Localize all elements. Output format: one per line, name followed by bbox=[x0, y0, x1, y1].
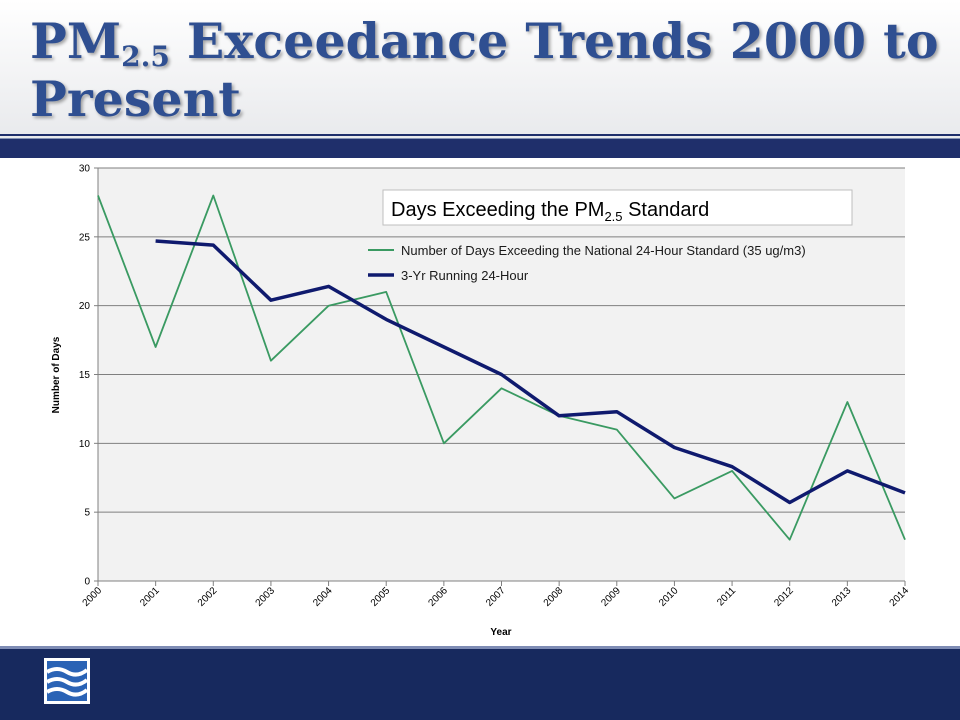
y-tick-label: 15 bbox=[79, 370, 91, 381]
title-band bbox=[0, 0, 960, 142]
footer-bar bbox=[0, 646, 960, 720]
x-tick-label: 2005 bbox=[369, 585, 393, 609]
chart-title-main: Days Exceeding the PM bbox=[391, 199, 604, 221]
x-tick-label: 2008 bbox=[542, 585, 566, 609]
chart-title-box bbox=[382, 189, 853, 226]
y-tick-label: 30 bbox=[79, 164, 91, 175]
x-tick-label: 2006 bbox=[426, 585, 450, 609]
x-tick-label: 2001 bbox=[138, 585, 162, 609]
title-divider-thin bbox=[0, 134, 960, 136]
y-tick-label: 5 bbox=[84, 508, 90, 519]
x-tick-label: 2012 bbox=[772, 585, 796, 609]
x-tick-label: 2004 bbox=[311, 585, 335, 609]
x-tick-label: 2013 bbox=[830, 585, 854, 609]
x-tick-label: 2009 bbox=[599, 585, 623, 609]
x-tick-label: 2002 bbox=[196, 585, 220, 609]
y-tick-label: 20 bbox=[79, 301, 91, 312]
legend-label-running: 3-Yr Running 24-Hour bbox=[401, 268, 529, 283]
slide-title: PM2.5 Exceedance Trends 2000 to Present bbox=[30, 12, 939, 128]
slide-title-subscript: 2.5 bbox=[121, 40, 170, 73]
series-line-running bbox=[155, 239, 906, 505]
slide-title-rest: Exceedance Trends 2000 to bbox=[169, 12, 939, 70]
chart-svg: 0 5 10 15 20 25 30 2000 2001 2002 2003 2004 2005 2006… bbox=[51, 164, 912, 639]
x-tick-label: 2014 bbox=[888, 585, 912, 609]
series-line-days bbox=[97, 194, 906, 541]
y-tick-label: 10 bbox=[79, 439, 91, 450]
x-tick-label: 2000 bbox=[81, 585, 105, 609]
x-tick-label: 2003 bbox=[254, 585, 278, 609]
chart-title-subscript: 2.5 bbox=[604, 209, 622, 224]
waves-logo-icon bbox=[44, 658, 90, 704]
x-tick-label: 2007 bbox=[484, 585, 508, 609]
slide-title-main: PM bbox=[30, 12, 122, 70]
series-layer bbox=[97, 194, 906, 541]
x-tick-label: 2011 bbox=[715, 585, 738, 608]
x-axis-title: Year bbox=[490, 627, 511, 638]
chart-legend: Days Exceeding the PM2.5 Standard Number… bbox=[368, 189, 853, 283]
y-axis-title: Number of Days bbox=[51, 336, 62, 413]
title-divider-bar bbox=[0, 138, 960, 158]
chart-title-rest: Standard bbox=[623, 199, 710, 221]
slide-title-line2: Present bbox=[30, 70, 241, 128]
y-tick-label: 0 bbox=[84, 577, 90, 588]
x-tick-label: 2010 bbox=[657, 585, 681, 609]
y-tick-label: 25 bbox=[79, 232, 91, 243]
chart-title: Days Exceeding the PM2.5 Standard bbox=[391, 199, 709, 224]
legend-label-days: Number of Days Exceeding the National 24… bbox=[401, 243, 806, 258]
